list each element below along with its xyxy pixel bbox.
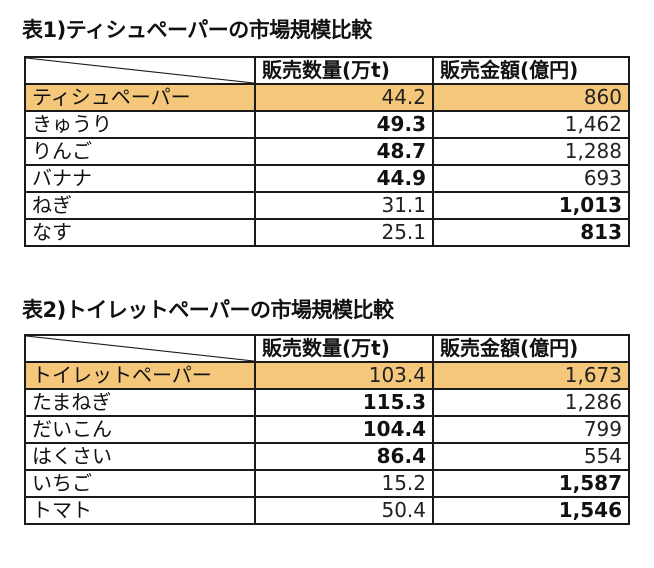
row-qty: 25.1 — [254, 218, 434, 247]
diagonal-divider-line — [30, 59, 250, 82]
row-amount: 1,462 — [432, 110, 630, 139]
table-row: ねぎ 31.1 1,013 — [24, 191, 630, 220]
row-qty: 103.4 — [254, 361, 434, 390]
row-qty: 104.4 — [254, 415, 434, 444]
row-qty: 15.2 — [254, 469, 434, 498]
row-name: トマト — [24, 496, 256, 525]
table1-corner-cell — [24, 56, 256, 85]
table1-market-size: 販売数量(万t) 販売金額(億円) ティシュペーパー 44.2 860 きゅうり… — [24, 56, 630, 247]
row-name: はくさい — [24, 442, 256, 471]
table2-header-row: 販売数量(万t) 販売金額(億円) — [24, 334, 630, 363]
table1-header-row: 販売数量(万t) 販売金額(億円) — [24, 56, 630, 85]
row-amount: 813 — [432, 218, 630, 247]
row-name: たまねぎ — [24, 388, 256, 417]
row-amount: 1,546 — [432, 496, 630, 525]
row-qty: 49.3 — [254, 110, 434, 139]
row-qty: 115.3 — [254, 388, 434, 417]
table-row: たまねぎ 115.3 1,286 — [24, 388, 630, 417]
table-row: いちご 15.2 1,587 — [24, 469, 630, 498]
table-row: バナナ 44.9 693 — [24, 164, 630, 193]
diagonal-divider-line — [30, 337, 250, 360]
table-row-highlighted: ティシュペーパー 44.2 860 — [24, 83, 630, 112]
row-name: だいこん — [24, 415, 256, 444]
table-row: トマト 50.4 1,546 — [24, 496, 630, 525]
row-qty: 31.1 — [254, 191, 434, 220]
table2-corner-cell — [24, 334, 256, 363]
row-amount: 799 — [432, 415, 630, 444]
row-name: いちご — [24, 469, 256, 498]
row-amount: 1,286 — [432, 388, 630, 417]
row-amount: 554 — [432, 442, 630, 471]
row-qty: 48.7 — [254, 137, 434, 166]
table-row: きゅうり 49.3 1,462 — [24, 110, 630, 139]
row-qty: 44.9 — [254, 164, 434, 193]
table-row: なす 25.1 813 — [24, 218, 630, 247]
row-amount: 1,288 — [432, 137, 630, 166]
row-name: ねぎ — [24, 191, 256, 220]
table1-header-amount: 販売金額(億円) — [432, 56, 630, 85]
table2-market-size: 販売数量(万t) 販売金額(億円) トイレットペーパー 103.4 1,673 … — [24, 334, 630, 525]
row-name: なす — [24, 218, 256, 247]
row-qty: 86.4 — [254, 442, 434, 471]
row-amount: 1,013 — [432, 191, 630, 220]
row-amount: 693 — [432, 164, 630, 193]
table1-caption: 表1)ティシュペーパーの市場規模比較 — [22, 18, 372, 42]
table2-header-amount: 販売金額(億円) — [432, 334, 630, 363]
row-name: トイレットペーパー — [24, 361, 256, 390]
table1-header-qty: 販売数量(万t) — [254, 56, 434, 85]
table-row: だいこん 104.4 799 — [24, 415, 630, 444]
table-row: りんご 48.7 1,288 — [24, 137, 630, 166]
table-row: はくさい 86.4 554 — [24, 442, 630, 471]
row-name: ティシュペーパー — [24, 83, 256, 112]
row-amount: 860 — [432, 83, 630, 112]
row-qty: 50.4 — [254, 496, 434, 525]
row-name: バナナ — [24, 164, 256, 193]
table-row-highlighted: トイレットペーパー 103.4 1,673 — [24, 361, 630, 390]
row-qty: 44.2 — [254, 83, 434, 112]
table2-header-qty: 販売数量(万t) — [254, 334, 434, 363]
table2-caption: 表2)トイレットペーパーの市場規模比較 — [22, 298, 394, 322]
row-amount: 1,587 — [432, 469, 630, 498]
row-amount: 1,673 — [432, 361, 630, 390]
row-name: りんご — [24, 137, 256, 166]
row-name: きゅうり — [24, 110, 256, 139]
